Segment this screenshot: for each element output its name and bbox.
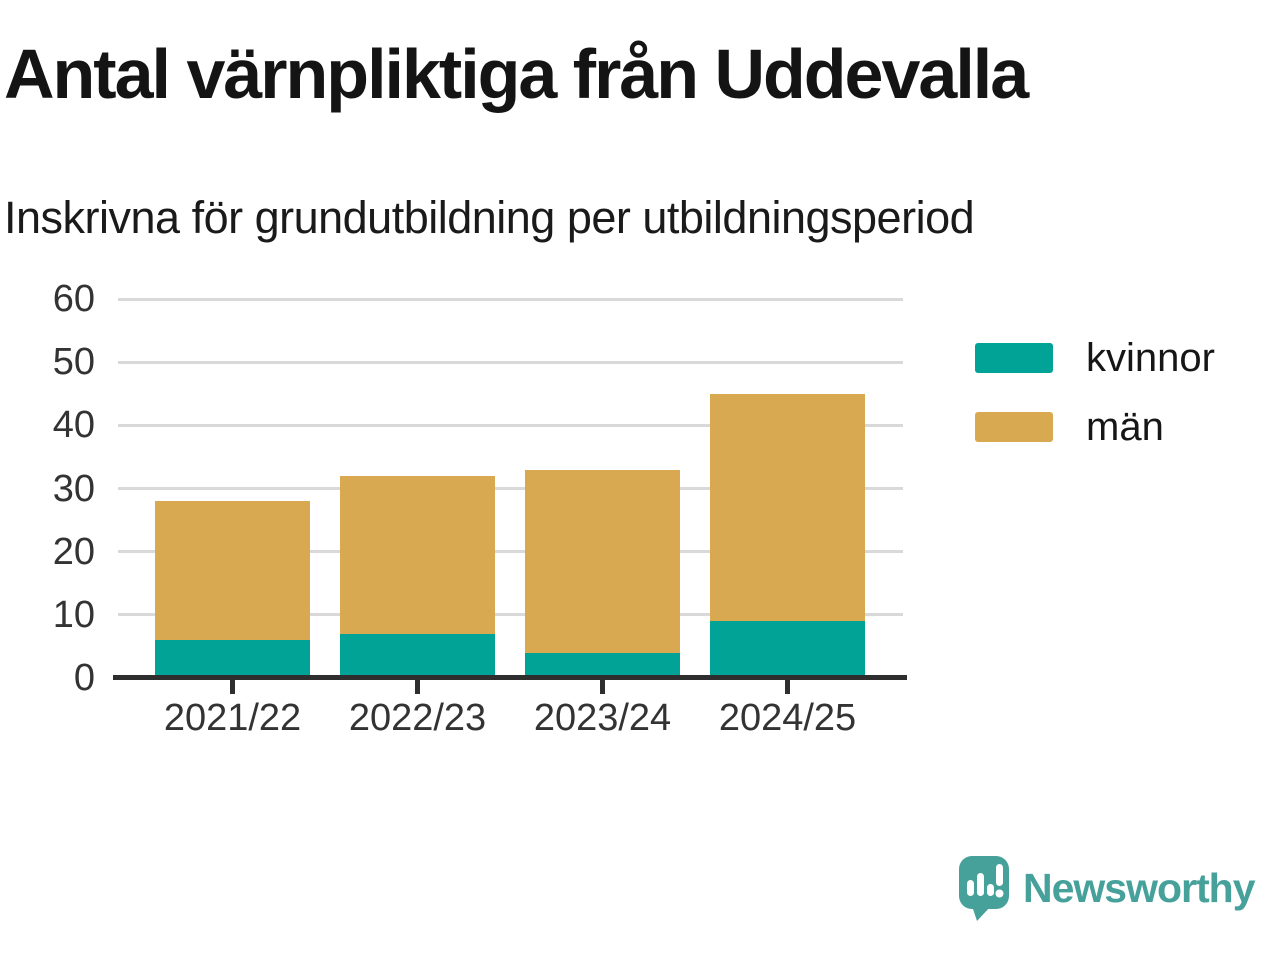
legend-swatch <box>975 412 1053 442</box>
x-axis-line <box>113 675 907 680</box>
gridline <box>118 487 903 490</box>
y-axis-tick-label: 50 <box>52 341 95 384</box>
chart-title: Antal värnpliktiga från Uddevalla <box>4 35 1029 113</box>
newsworthy-logo: Newsworthy <box>958 855 1255 921</box>
legend-item-män: män <box>975 407 1215 447</box>
gridline <box>118 613 903 617</box>
bar-segment-män <box>155 501 310 641</box>
y-axis-tick-label: 60 <box>52 278 95 320</box>
gridline <box>118 297 903 301</box>
chart-subtitle: Inskrivna för grundutbildning per utbild… <box>4 192 975 243</box>
logo-text: Newsworthy <box>1023 864 1255 911</box>
gridline <box>118 423 903 427</box>
bar-segment-kvinnor <box>340 633 495 678</box>
y-axis-tick-label: 30 <box>52 467 95 510</box>
x-axis-tick-label: 2023/24 <box>533 697 672 739</box>
legend: kvinnor män <box>975 338 1215 476</box>
legend-label: män <box>1086 405 1164 449</box>
legend-swatch <box>975 343 1053 373</box>
gridline <box>118 360 903 364</box>
y-axis-tick-label: 20 <box>52 530 95 573</box>
x-axis-tick-label: 2024/25 <box>718 697 857 739</box>
legend-label: kvinnor <box>1086 336 1215 380</box>
gridline <box>118 550 903 554</box>
y-axis-tick-label: 0 <box>73 657 95 699</box>
y-axis-tick-label: 10 <box>52 593 95 636</box>
bar-segment-män <box>710 393 865 622</box>
x-axis-tick-mark <box>600 680 605 694</box>
x-axis-tick-mark <box>415 680 420 694</box>
bar-segment-kvinnor <box>710 621 865 678</box>
legend-item-kvinnor: kvinnor <box>975 338 1215 378</box>
bar-segment-män <box>340 475 495 634</box>
x-axis-tick-mark <box>785 680 790 694</box>
x-axis-tick-label: 2022/23 <box>348 697 487 739</box>
bar-segment-män <box>525 469 680 653</box>
newsworthy-logo-icon <box>959 856 1009 921</box>
x-axis-tick-mark <box>230 680 235 694</box>
bar-segment-kvinnor <box>525 652 680 678</box>
x-axis-tick-label: 2021/22 <box>163 697 302 739</box>
bar-segment-kvinnor <box>155 640 310 678</box>
y-axis-tick-label: 40 <box>52 404 95 447</box>
